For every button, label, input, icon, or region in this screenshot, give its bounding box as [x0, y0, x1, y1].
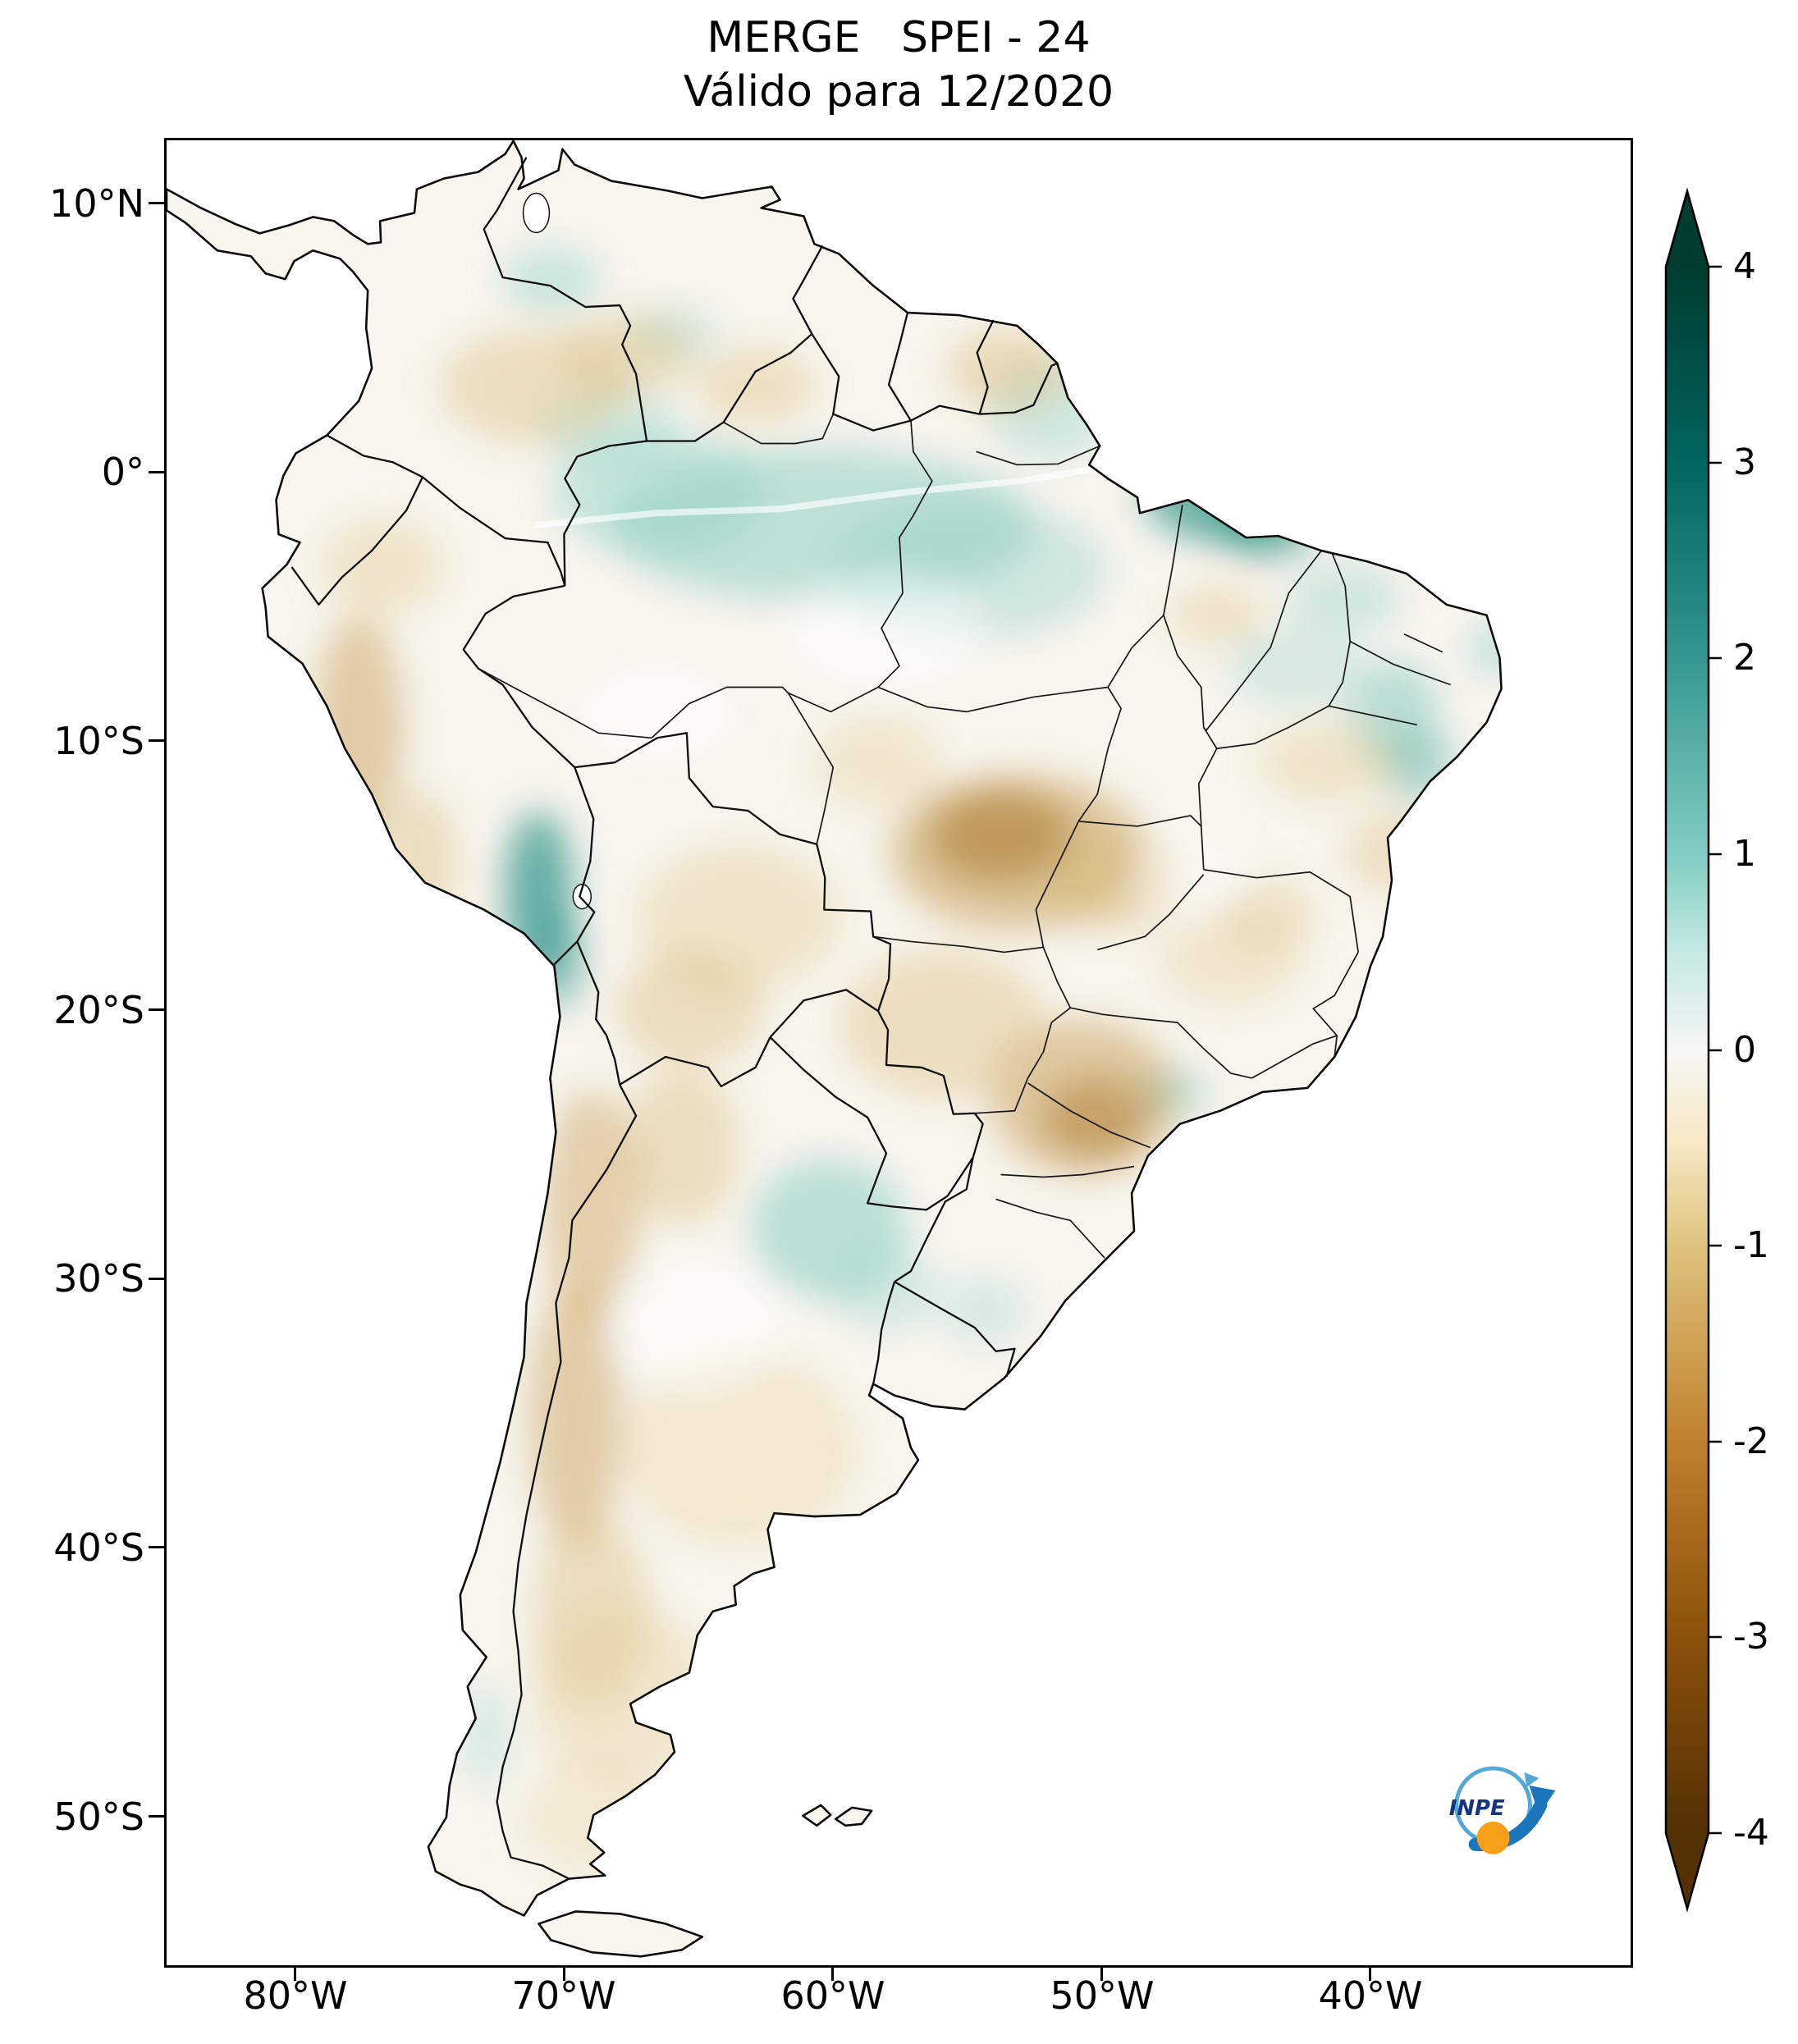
colorbar [1664, 187, 1722, 1913]
map-plot-area: INPE [164, 138, 1633, 1968]
inpe-logo-text: INPE [1449, 1796, 1505, 1821]
y-tick-label: 10°S [53, 719, 144, 763]
y-tick-label: 20°S [53, 988, 144, 1032]
coastline [167, 140, 1503, 1958]
amazon-river [534, 464, 1100, 529]
x-tick-label: 40°W [1318, 1973, 1423, 2018]
colorbar-tick-label: -3 [1733, 1616, 1769, 1658]
y-axis-tick [149, 1278, 164, 1280]
inpe-logo: INPE [1449, 1766, 1556, 1854]
colorbar-tick-label: -1 [1733, 1224, 1769, 1266]
y-axis-tick [149, 739, 164, 742]
x-axis-tick [1369, 1965, 1371, 1981]
y-tick-label: 10°N [49, 181, 144, 226]
y-axis-tick [149, 1546, 164, 1548]
y-tick-label: 50°S [53, 1795, 144, 1839]
x-axis-tick [1100, 1965, 1103, 1981]
landmass [167, 140, 1502, 1957]
x-tick-label: 60°W [780, 1973, 885, 2018]
x-axis-tick [294, 1965, 296, 1981]
colorbar-extend-top [1666, 191, 1709, 267]
colorbar-tick-label: 1 [1733, 833, 1756, 875]
x-axis-tick [563, 1965, 565, 1981]
colorbar-ticks [1709, 265, 1722, 1835]
y-tick-label: 40°S [53, 1525, 144, 1570]
figure-title-line-1: MERGE SPEI - 24 [707, 13, 1091, 62]
y-axis-tick [149, 1008, 164, 1011]
x-tick-label: 80°W [243, 1973, 348, 2018]
state-borders [478, 414, 1452, 1259]
y-axis-tick [149, 471, 164, 473]
colorbar-tick-label: 4 [1733, 245, 1756, 287]
x-tick-label: 70°W [511, 1973, 616, 2018]
colorbar-tick-label: 3 [1733, 441, 1756, 483]
colorbar-tick-label: 0 [1733, 1029, 1756, 1071]
x-axis-tick [831, 1965, 834, 1981]
colorbar-extend-bottom [1666, 1833, 1709, 1909]
y-tick-label: 0° [101, 450, 144, 494]
colorbar-tick-label: 2 [1733, 637, 1756, 679]
country-borders [291, 157, 1058, 1880]
colorbar-gradient [1666, 267, 1709, 1833]
colorbar-tick-label: -2 [1733, 1420, 1769, 1462]
y-axis-tick [149, 1815, 164, 1818]
map-canvas: INPE [167, 140, 1556, 1958]
colorbar-tick-label: -4 [1733, 1812, 1769, 1854]
figure-title-line-2: Válido para 12/2020 [683, 67, 1114, 117]
y-axis-tick [149, 202, 164, 204]
x-tick-label: 50°W [1050, 1973, 1155, 2018]
y-tick-label: 30°S [53, 1256, 144, 1301]
